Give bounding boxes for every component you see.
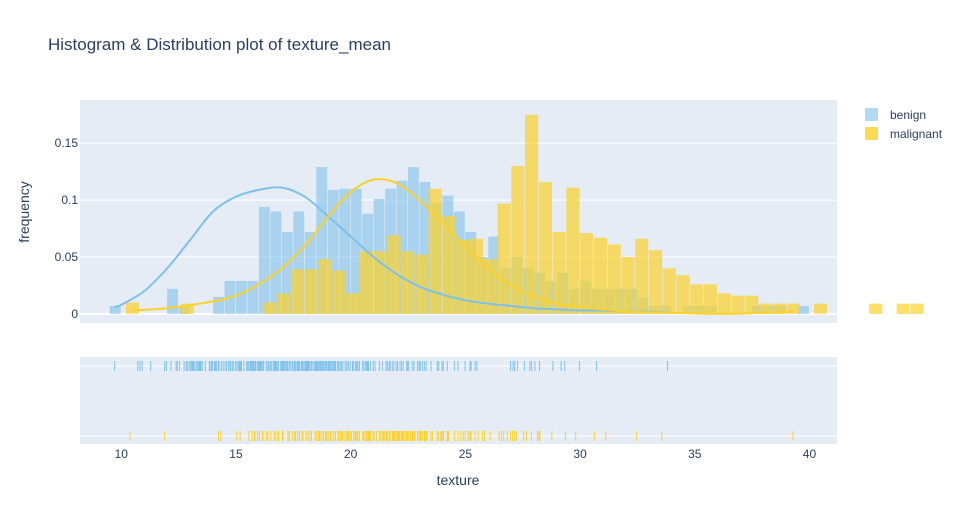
bar-malignant bbox=[359, 251, 374, 314]
bar-malignant bbox=[676, 275, 690, 314]
bar-malignant bbox=[690, 284, 704, 314]
y-tick-label: 0.05 bbox=[55, 250, 79, 264]
legend-label-malignant: malignant bbox=[890, 127, 943, 141]
y-axis-label: frequency bbox=[16, 181, 32, 242]
x-axis-label: texture bbox=[437, 472, 480, 488]
bar-benign bbox=[213, 296, 224, 314]
bar-benign bbox=[327, 189, 339, 314]
bar-benign bbox=[798, 305, 809, 314]
density-curve-benign bbox=[114, 186, 672, 314]
legend-item-benign[interactable]: benign bbox=[865, 108, 926, 122]
bar-malignant bbox=[896, 303, 910, 314]
bar-benign bbox=[316, 167, 328, 314]
x-tick-label: 10 bbox=[115, 447, 129, 461]
bar-malignant bbox=[731, 295, 745, 314]
rug-malignant bbox=[129, 431, 794, 441]
bar-malignant bbox=[910, 303, 924, 314]
bar-benign bbox=[167, 288, 179, 314]
bar-malignant bbox=[772, 303, 786, 314]
bar-malignant bbox=[607, 244, 621, 314]
bar-malignant bbox=[346, 293, 360, 314]
density-curve-malignant bbox=[130, 178, 794, 315]
bar-malignant bbox=[703, 284, 718, 314]
bar-benign bbox=[247, 280, 259, 314]
bars-malignant bbox=[125, 114, 924, 314]
x-tick-labels: 10 15 20 25 30 35 40 bbox=[115, 447, 817, 461]
bar-malignant bbox=[332, 270, 346, 314]
y-tick-labels: 0 0.05 0.1 0.15 bbox=[55, 136, 79, 321]
bar-malignant bbox=[125, 302, 140, 314]
bar-malignant bbox=[401, 251, 415, 314]
x-tick-label: 35 bbox=[688, 447, 702, 461]
bar-malignant bbox=[469, 238, 484, 314]
bar-malignant bbox=[566, 187, 580, 314]
rug-plot-area bbox=[80, 357, 837, 444]
bar-malignant bbox=[511, 165, 525, 314]
rug-marks bbox=[114, 361, 794, 441]
bar-malignant bbox=[538, 181, 552, 314]
bar-malignant bbox=[456, 239, 470, 314]
legend-item-malignant[interactable]: malignant bbox=[865, 127, 943, 141]
x-tick-label: 40 bbox=[803, 447, 817, 461]
legend-swatch-benign bbox=[865, 108, 878, 121]
y-tick-label: 0.15 bbox=[55, 136, 79, 150]
x-tick-label: 20 bbox=[344, 447, 358, 461]
bar-malignant bbox=[180, 303, 195, 314]
bar-benign bbox=[293, 211, 305, 314]
bar-malignant bbox=[621, 257, 635, 314]
bar-benign bbox=[396, 180, 408, 314]
rug-benign bbox=[114, 361, 668, 371]
bar-benign bbox=[258, 206, 270, 314]
bar-malignant bbox=[662, 268, 676, 314]
bar-malignant bbox=[814, 303, 828, 314]
x-tick-label: 30 bbox=[573, 447, 587, 461]
bar-benign bbox=[419, 181, 431, 314]
y-tick-label: 0 bbox=[71, 307, 78, 321]
histogram-bars bbox=[109, 114, 924, 314]
bar-benign bbox=[339, 188, 351, 314]
bar-malignant bbox=[387, 235, 401, 314]
bar-benign bbox=[109, 305, 121, 314]
legend-label-benign: benign bbox=[890, 108, 926, 122]
bar-malignant bbox=[373, 251, 387, 314]
bar-malignant bbox=[428, 188, 442, 314]
bar-malignant bbox=[291, 269, 305, 314]
bar-malignant bbox=[552, 231, 566, 314]
bar-malignant bbox=[414, 254, 429, 314]
bar-malignant bbox=[277, 293, 291, 314]
legend-swatch-malignant bbox=[865, 127, 878, 140]
bar-malignant bbox=[304, 269, 318, 314]
bar-malignant bbox=[263, 302, 277, 314]
bar-malignant bbox=[648, 250, 663, 314]
bar-benign bbox=[350, 188, 362, 314]
bar-malignant bbox=[593, 237, 607, 314]
y-tick-label: 0.1 bbox=[61, 193, 78, 207]
legend: benign malignant bbox=[865, 108, 943, 141]
bar-malignant bbox=[525, 114, 539, 314]
bar-malignant bbox=[635, 238, 649, 314]
bar-malignant bbox=[497, 203, 511, 314]
bar-benign bbox=[408, 167, 419, 314]
bar-malignant bbox=[759, 303, 773, 314]
bar-malignant bbox=[869, 303, 883, 314]
bar-malignant bbox=[786, 303, 800, 314]
x-tick-label: 25 bbox=[459, 447, 473, 461]
bar-malignant bbox=[442, 216, 456, 314]
bar-benign bbox=[281, 231, 293, 314]
bar-malignant bbox=[580, 233, 594, 314]
bar-malignant bbox=[745, 295, 759, 314]
x-tick-label: 15 bbox=[229, 447, 243, 461]
chart-title: Histogram & Distribution plot of texture… bbox=[48, 35, 391, 54]
bar-malignant bbox=[318, 259, 332, 314]
bar-malignant bbox=[483, 259, 497, 314]
bar-malignant bbox=[717, 293, 731, 314]
bar-benign bbox=[235, 280, 247, 314]
bar-benign bbox=[270, 211, 282, 314]
density-curves bbox=[114, 178, 794, 315]
